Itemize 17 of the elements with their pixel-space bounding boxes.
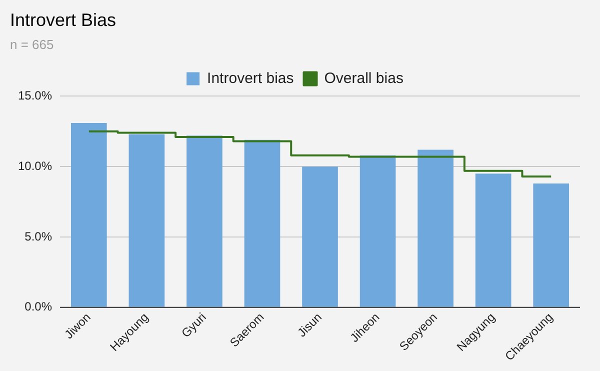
bar [244, 140, 280, 307]
y-tick-label: 5.0% [24, 229, 52, 244]
y-tick-label: 0.0% [24, 300, 52, 314]
y-tick-label: 10.0% [18, 158, 52, 173]
y-tick-label: 15.0% [18, 88, 52, 103]
chart-subtitle: n = 665 [10, 36, 54, 52]
bar [475, 174, 512, 307]
chart-title: Introvert Bias [10, 10, 116, 30]
bar [533, 184, 570, 307]
bar [128, 134, 165, 307]
bar [302, 166, 338, 307]
bar [418, 150, 454, 307]
bar [71, 122, 107, 307]
legend-label: Introvert bias [207, 70, 294, 87]
bar [360, 155, 396, 307]
legend-label: Overall bias [324, 70, 404, 87]
bar [186, 136, 222, 307]
